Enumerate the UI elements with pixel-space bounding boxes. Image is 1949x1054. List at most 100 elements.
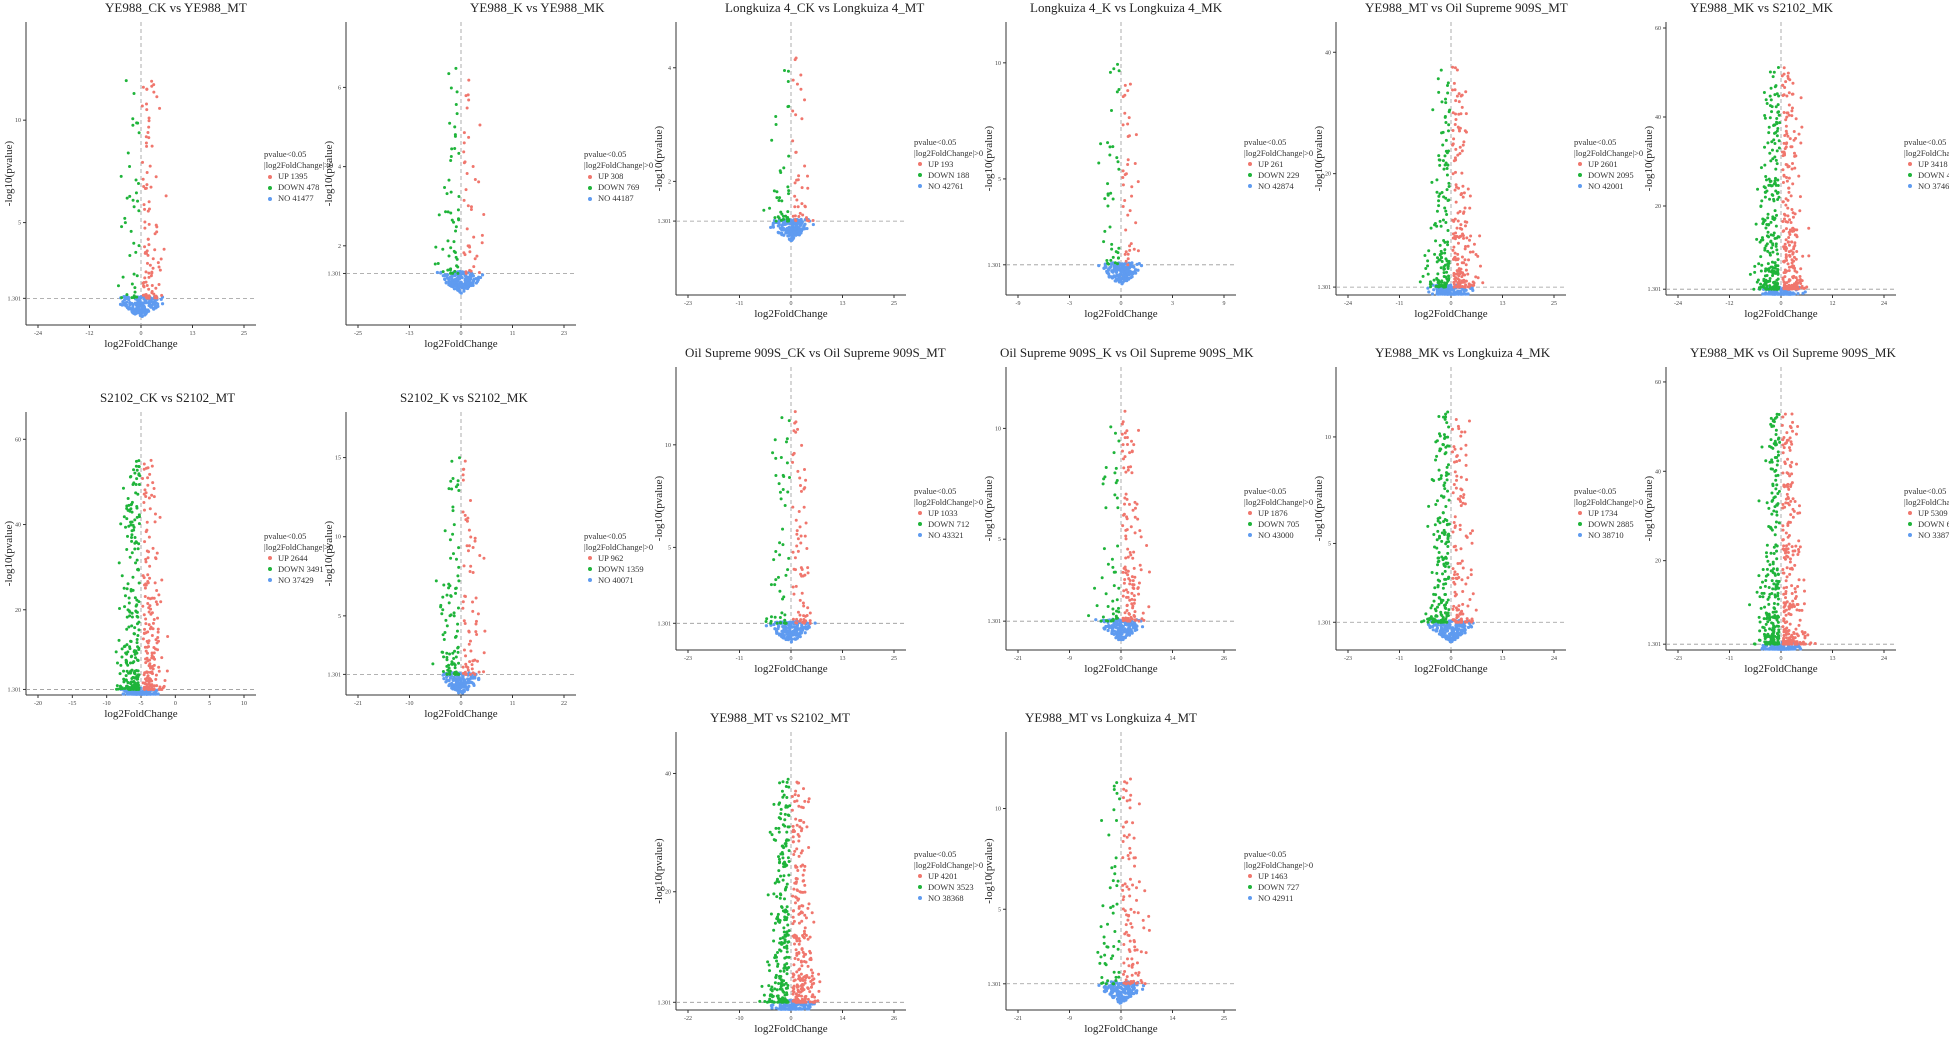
point-up <box>1459 280 1463 284</box>
point-up <box>464 672 468 676</box>
point-down <box>1768 151 1772 155</box>
point-up <box>1137 581 1141 585</box>
point-down <box>1114 250 1118 254</box>
legend-entry-label: NO 44187 <box>598 193 634 204</box>
point-up <box>147 119 151 123</box>
point-up <box>793 205 797 209</box>
scatter-points <box>762 56 815 243</box>
point-up <box>1139 568 1143 572</box>
point-up <box>147 639 151 643</box>
point-down <box>780 199 784 203</box>
point-no <box>780 629 784 633</box>
x-tick-label: 0 <box>460 701 463 707</box>
point-up <box>1783 242 1787 246</box>
point-down <box>782 68 786 72</box>
point-no <box>129 690 133 694</box>
point-down <box>1106 182 1110 186</box>
point-down <box>1774 158 1778 162</box>
point-up <box>1461 602 1465 606</box>
point-up <box>1792 286 1796 290</box>
point-down <box>1113 493 1117 497</box>
point-up <box>147 287 151 291</box>
legend-entry-label: DOWN 229 <box>1258 169 1300 180</box>
point-up <box>799 618 803 622</box>
legend-entry-label: NO 42001 <box>1588 180 1624 191</box>
point-down <box>1771 75 1775 79</box>
legend-dot-icon <box>1908 173 1912 178</box>
point-no <box>1117 636 1121 640</box>
point-no <box>137 306 141 310</box>
point-up <box>466 204 470 208</box>
point-down <box>1775 122 1779 126</box>
point-no <box>1134 624 1138 628</box>
point-no <box>457 282 461 286</box>
point-up <box>1452 545 1456 549</box>
point-down <box>1442 433 1446 437</box>
point-down <box>1445 614 1449 618</box>
point-up <box>794 219 798 223</box>
point-up <box>1133 598 1137 602</box>
point-no <box>125 300 129 304</box>
legend-entry-label: DOWN 478 <box>278 182 320 193</box>
point-up <box>477 271 481 275</box>
point-down <box>449 86 453 90</box>
point-up <box>468 672 472 676</box>
point-up <box>791 109 795 113</box>
point-down <box>128 194 132 198</box>
point-up <box>155 230 159 234</box>
point-up <box>145 520 149 524</box>
point-up <box>143 488 147 492</box>
point-up <box>1123 577 1127 581</box>
point-down <box>135 295 139 299</box>
point-up <box>1123 502 1127 506</box>
point-down <box>1442 271 1446 275</box>
point-up <box>1125 604 1129 608</box>
point-down <box>1777 113 1781 117</box>
point-up <box>1120 432 1124 436</box>
point-down <box>773 615 777 619</box>
point-up <box>1453 618 1457 622</box>
legend-entry-label: NO 43321 <box>928 529 964 540</box>
point-down <box>1108 70 1112 74</box>
x-tick-label: 25 <box>1551 301 1557 307</box>
point-up <box>1453 170 1457 174</box>
volcano-panel: YE988_MT vs Oil Supreme 909S_MT 1.301 20 40… <box>1310 0 1643 335</box>
point-down <box>1438 521 1442 525</box>
point-up <box>1123 455 1127 459</box>
point-down <box>1443 281 1447 285</box>
point-down <box>449 594 453 598</box>
y-tick-label: 10 <box>665 443 671 449</box>
point-up <box>1129 553 1133 557</box>
point-up <box>144 557 148 561</box>
point-up <box>151 667 155 671</box>
point-up <box>1132 583 1136 587</box>
point-up <box>463 160 467 164</box>
point-no <box>460 690 464 694</box>
point-no <box>790 637 794 641</box>
point-up <box>1798 274 1802 278</box>
point-down <box>1768 94 1772 98</box>
point-up <box>1784 203 1788 207</box>
chart-title: YE988_MK vs S2102_MK <box>1690 0 1834 15</box>
point-down <box>1427 504 1431 508</box>
point-down <box>772 558 776 562</box>
point-down <box>1434 609 1438 613</box>
legend-subtitle: |log2FoldChange|>0 <box>914 496 984 507</box>
point-down <box>1446 240 1450 244</box>
point-down <box>448 121 452 125</box>
point-down <box>1773 85 1777 89</box>
y-tick-label: 4 <box>338 165 341 171</box>
point-down <box>1447 575 1451 579</box>
legend-subtitle: |log2FoldChange|>0 <box>1574 496 1644 507</box>
point-down <box>1768 70 1772 74</box>
point-up <box>1781 219 1785 223</box>
point-up <box>466 549 470 553</box>
x-tick-label: 0 <box>1450 301 1453 307</box>
point-up <box>141 281 145 285</box>
point-no <box>776 224 780 228</box>
point-up <box>1124 556 1128 560</box>
point-no <box>789 623 793 627</box>
point-up <box>1782 72 1786 76</box>
point-no <box>1134 626 1138 630</box>
